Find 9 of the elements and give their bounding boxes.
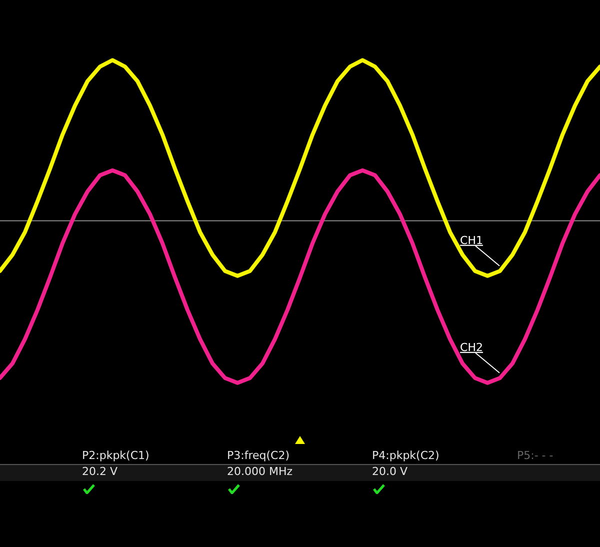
text: P5:- - - [517, 449, 554, 462]
text: 20.0 V [372, 465, 408, 478]
text: 20.2 V [82, 465, 118, 478]
text: 20.000 MHz [227, 465, 293, 478]
text: P3:freq(C2) [227, 449, 290, 462]
text: P4:pkpk(C2) [372, 449, 440, 462]
series-label: CH1 [460, 234, 483, 247]
series-label: CH2 [460, 340, 483, 354]
text: P2:pkpk(C1) [82, 449, 150, 462]
